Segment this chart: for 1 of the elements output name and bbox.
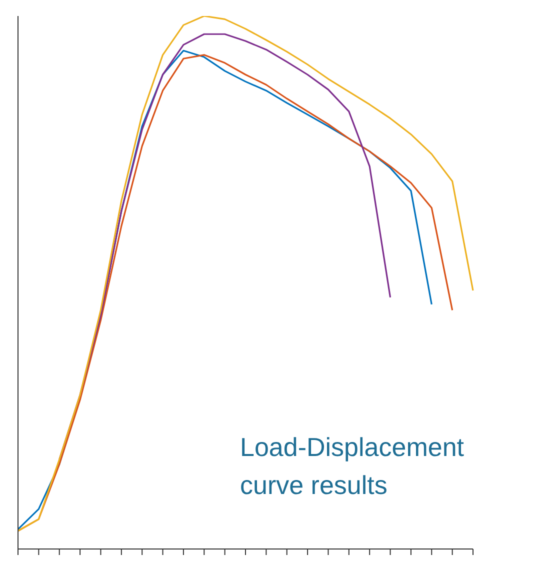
annotation: Load-Displacement curve results	[240, 431, 466, 502]
